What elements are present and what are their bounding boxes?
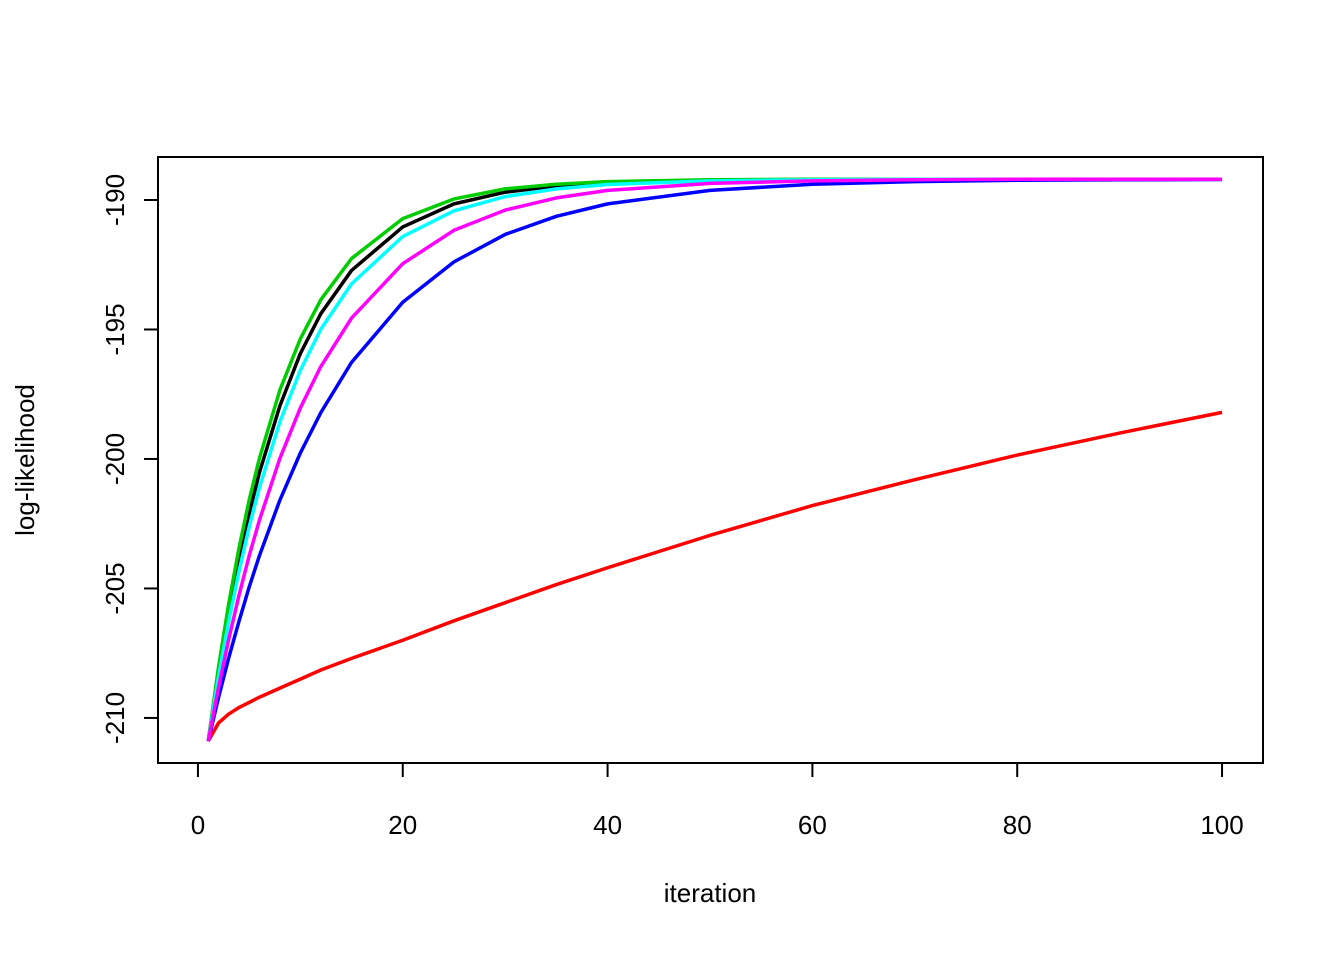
series-line [206, 177, 1223, 742]
series-line [206, 410, 1223, 743]
series-line [206, 177, 1223, 742]
plot-box [157, 156, 1264, 764]
x-tick-label: 0 [191, 810, 205, 840]
x-tick-label: 80 [1003, 810, 1032, 840]
y-tick-label: -205 [100, 562, 130, 614]
x-tick-label: 20 [388, 810, 417, 840]
x-tick-label: 100 [1200, 810, 1243, 840]
y-tick-label: -195 [100, 303, 130, 355]
x-axis-label: iteration [664, 878, 757, 908]
y-tick-label: -190 [100, 174, 130, 226]
y-tick-label: -210 [100, 692, 130, 744]
x-tick-label: 60 [798, 810, 827, 840]
y-tick-label: -200 [100, 433, 130, 485]
x-tick-label: 40 [593, 810, 622, 840]
y-axis-label: log-likelihood [10, 384, 40, 536]
